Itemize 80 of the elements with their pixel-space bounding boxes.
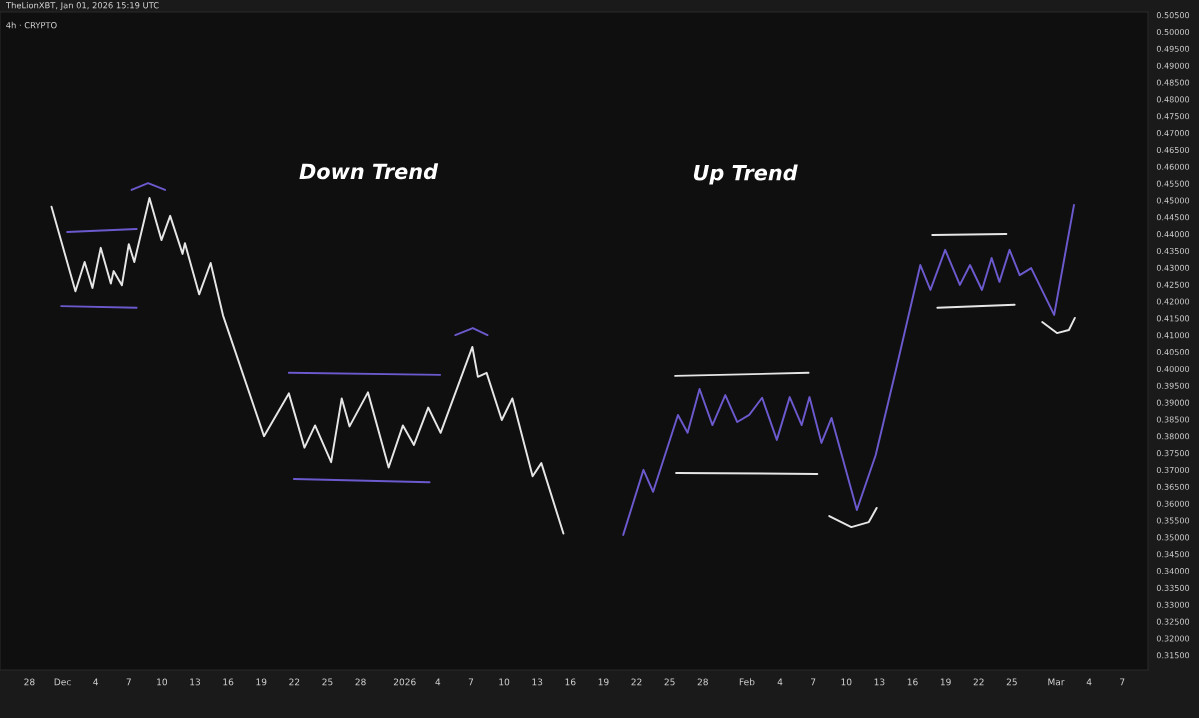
y-tick-label: 0.39000 (1156, 399, 1190, 406)
y-tick-label: 0.41500 (1156, 315, 1190, 322)
y-tick-label: 0.46500 (1156, 146, 1190, 153)
x-tick-label: 7 (468, 678, 474, 686)
y-tick-label: 0.47500 (1156, 113, 1190, 120)
y-tick-label: 0.49000 (1156, 62, 1190, 69)
y-tick-label: 0.42000 (1156, 298, 1190, 305)
line-series (50, 197, 565, 535)
annotation: Up Trend (693, 164, 798, 185)
y-tick-label: 0.44000 (1156, 231, 1190, 238)
x-tick-label: 19 (598, 678, 609, 686)
x-tick-label: 28 (355, 678, 366, 686)
annotation: Down Trend (299, 163, 439, 180)
x-tick-label: 4 (93, 678, 99, 686)
x-tick-label: 22 (289, 678, 300, 686)
y-tick-label: 0.43000 (1156, 264, 1190, 271)
x-tick-label: Mar (1048, 678, 1065, 686)
y-tick-label: 0.45000 (1156, 197, 1190, 204)
chart-title: TheLionXBT, Jan 01, 2026 15:19 UTC (5, 1, 159, 10)
y-tick-label: 0.33500 (1156, 584, 1190, 591)
y-tick-label: 0.47000 (1156, 130, 1190, 137)
x-tick-label: Feb (739, 678, 755, 686)
x-tick-label: 4 (777, 678, 783, 686)
y-tick-label: 0.48500 (1156, 79, 1190, 86)
y-tick-label: 0.40500 (1156, 349, 1190, 356)
x-tick-label: 13 (874, 678, 885, 686)
x-tick-label: 22 (631, 678, 642, 686)
y-tick-label: 0.31500 (1156, 652, 1190, 659)
y-tick-label: 0.41000 (1156, 332, 1190, 339)
y-tick-label: 0.36500 (1156, 483, 1190, 490)
y-tick-label: 0.42500 (1156, 281, 1190, 288)
y-tick-label: 0.35000 (1156, 534, 1190, 541)
x-tick-label: 28 (24, 678, 35, 686)
y-tick-label: 0.32500 (1156, 618, 1190, 625)
y-tick-label: 0.44500 (1156, 214, 1190, 221)
y-tick-label: 0.50000 (1156, 28, 1190, 36)
x-tick-label: 10 (499, 678, 510, 686)
x-tick-label: 10 (157, 678, 168, 686)
x-tick-label: 16 (223, 678, 234, 686)
x-tick-label: 13 (532, 678, 543, 686)
y-tick-label: 0.37000 (1156, 466, 1190, 474)
y-tick-label: 0.49500 (1156, 45, 1190, 52)
y-tick-label: 0.34500 (1156, 551, 1190, 558)
line-series (622, 204, 1075, 536)
y-tick-label: 0.38000 (1156, 433, 1190, 440)
x-tick-label: 16 (565, 678, 576, 686)
x-tick-label: 4 (1086, 678, 1092, 686)
y-tick-label: 0.39500 (1156, 382, 1190, 389)
x-tick-label: 25 (322, 678, 333, 686)
text: 4h · CRYPTO (6, 21, 57, 29)
x-tick-label: 28 (697, 678, 708, 686)
x-tick-label: 25 (1006, 678, 1017, 686)
y-tick-label: 0.37500 (1156, 450, 1190, 457)
y-tick-label: 0.50500 (1156, 12, 1190, 19)
x-tick-label: 7 (1120, 678, 1125, 686)
x-tick-label: 7 (811, 678, 816, 686)
y-tick-label: 0.32000 (1156, 635, 1190, 642)
x-tick-label: 25 (664, 678, 675, 686)
y-tick-label: 0.45500 (1156, 180, 1190, 187)
line-series (828, 506, 878, 529)
y-tick-label: 0.40000 (1156, 365, 1190, 372)
y-tick-label: 0.43500 (1156, 247, 1190, 255)
y-tick-label: 0.36000 (1156, 500, 1190, 507)
y-tick-label: 0.35500 (1156, 517, 1190, 524)
y-tick-label: 0.38500 (1156, 416, 1190, 423)
line-series (1041, 316, 1076, 335)
x-tick-label: Dec (54, 678, 71, 686)
x-tick-label: 19 (256, 678, 267, 686)
y-tick-label: 0.46000 (1156, 163, 1190, 170)
x-tick-label: 13 (190, 678, 201, 686)
x-tick-label: 22 (973, 678, 984, 686)
x-tick-label: 10 (841, 678, 852, 686)
x-tick-label: 7 (126, 678, 131, 686)
x-tick-label: 4 (435, 678, 441, 686)
x-tick-label: 19 (940, 678, 951, 686)
x-tick-label: 16 (907, 678, 918, 686)
y-tick-label: 0.34000 (1156, 568, 1190, 575)
y-tick-label: 0.48000 (1156, 96, 1190, 103)
x-tick-label: 2026 (393, 678, 416, 686)
y-tick-label: 0.33000 (1156, 601, 1190, 608)
